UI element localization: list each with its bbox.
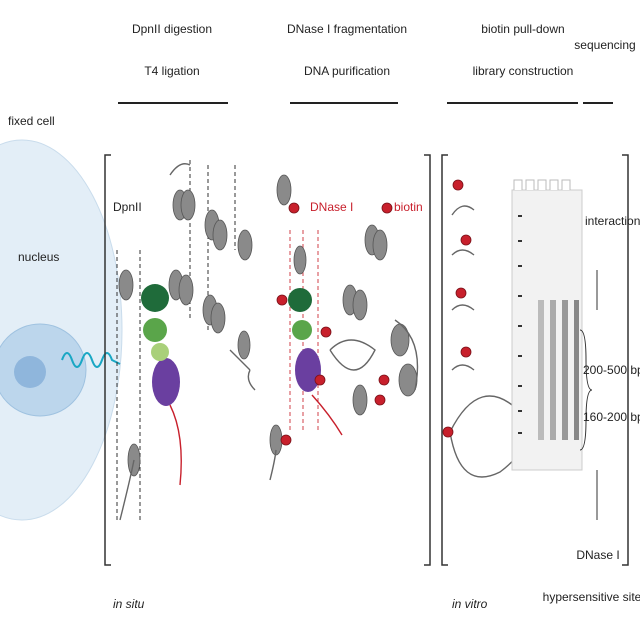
nucleus-label: nucleus [18,250,59,264]
step-label: DNA purification [304,64,390,78]
step-label: biotin pull-down [481,22,564,36]
bracket [424,154,431,566]
dna-coil [61,352,121,368]
step-label: library construction [473,64,574,78]
bracket [104,154,111,566]
bracket [441,154,448,566]
enzyme-label: DNase I [310,200,353,214]
step-label: DpnII digestion [132,22,212,36]
enzyme-label: DpnII [113,200,142,214]
context-label: in vitro [452,597,488,611]
bracket [622,154,629,566]
step-label: sequencing [574,38,635,52]
context-label: in situ [113,597,145,611]
gel-label: hypersensitive sites [543,590,640,604]
nucleolus [14,356,46,388]
chromatin-panel-2 [269,174,419,481]
biotin-label: biotin [394,200,423,214]
cell-label: fixed cell [8,114,55,128]
gel-label: DNase I [576,548,619,562]
step-label: DNase I fragmentation [287,22,407,36]
gel-label: 160-200 bp [583,410,640,424]
gel-label: 200-500 bp [583,363,640,377]
step-label: T4 ligation [144,64,199,78]
chromatin-panel-1 [116,160,256,521]
gel [511,179,598,520]
gel-label: interactions [585,214,640,228]
